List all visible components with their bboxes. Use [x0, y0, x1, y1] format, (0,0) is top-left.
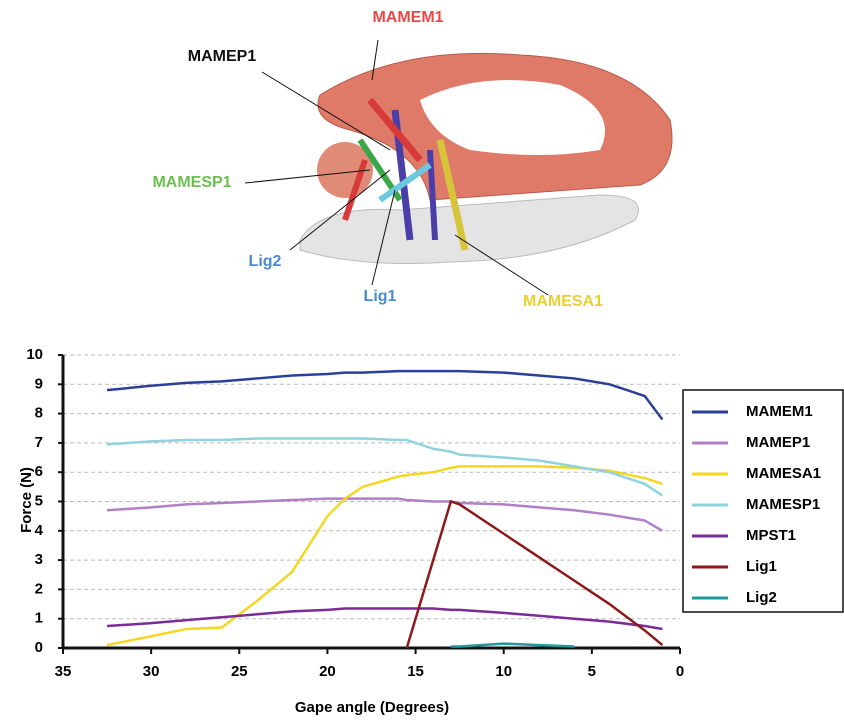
series-line [106, 369, 664, 421]
y-tick-label: 4 [35, 522, 44, 539]
legend-box [682, 389, 844, 613]
series-line [106, 465, 663, 647]
y-tick-label: 8 [35, 405, 43, 422]
series-line [106, 607, 663, 631]
series-line [106, 437, 664, 497]
x-tick-label: 10 [495, 663, 512, 680]
leader-line [371, 39, 379, 81]
y-tick-label: 1 [35, 610, 43, 627]
muscle [427, 149, 438, 241]
leader-line [289, 169, 391, 251]
x-tick-label: 0 [676, 663, 684, 680]
label: MAMESA1 [523, 293, 603, 310]
y-tick-label: 10 [26, 346, 43, 363]
muscle [436, 139, 469, 251]
muscle [342, 159, 368, 221]
legend-label: MAMEP1 [746, 434, 810, 451]
leader-line [454, 234, 549, 296]
legend-label: MAMEM1 [746, 403, 813, 420]
label: MAMEM1 [372, 9, 443, 26]
legend-label: Lig1 [746, 558, 777, 575]
ligament [378, 162, 432, 203]
series-line [106, 497, 663, 532]
legend-label: MAMESP1 [746, 496, 820, 513]
y-tick-label: 3 [35, 551, 43, 568]
label: MAMESP1 [152, 174, 231, 191]
y-tick-label: 7 [35, 434, 43, 451]
skull-illustration: MAMEM1 MAMEP1 MAMESP1 Lig2 Lig1 MAMESA1 [152, 9, 673, 310]
label: Lig1 [364, 288, 397, 305]
label: Lig2 [249, 253, 282, 270]
jaw [299, 194, 639, 264]
y-tick-label: 0 [35, 639, 43, 656]
x-tick-label: 5 [588, 663, 596, 680]
leader-line [261, 71, 391, 151]
muscle [367, 97, 423, 163]
y-tick-label: 9 [35, 375, 43, 392]
leader-line [244, 169, 371, 184]
y-axis-label: Force (N) [18, 467, 35, 533]
x-tick-label: 15 [407, 663, 424, 680]
x-tick-label: 30 [143, 663, 160, 680]
y-tick-label: 2 [35, 580, 43, 597]
series-line [450, 642, 575, 648]
x-tick-label: 20 [319, 663, 336, 680]
y-tick-label: 5 [35, 492, 43, 509]
x-tick-label: 35 [55, 663, 72, 680]
legend-label: MPST1 [746, 527, 796, 544]
x-axis-label: Gape angle (Degrees) [295, 699, 449, 716]
legend-label: MAMESA1 [746, 465, 821, 482]
leader-line [371, 189, 396, 286]
series-line [405, 499, 664, 649]
label: MAMEP1 [188, 48, 257, 65]
skull-opening [420, 80, 605, 155]
legend-label: Lig2 [746, 589, 777, 606]
y-tick-label: 6 [35, 463, 43, 480]
x-tick-label: 25 [231, 663, 248, 680]
